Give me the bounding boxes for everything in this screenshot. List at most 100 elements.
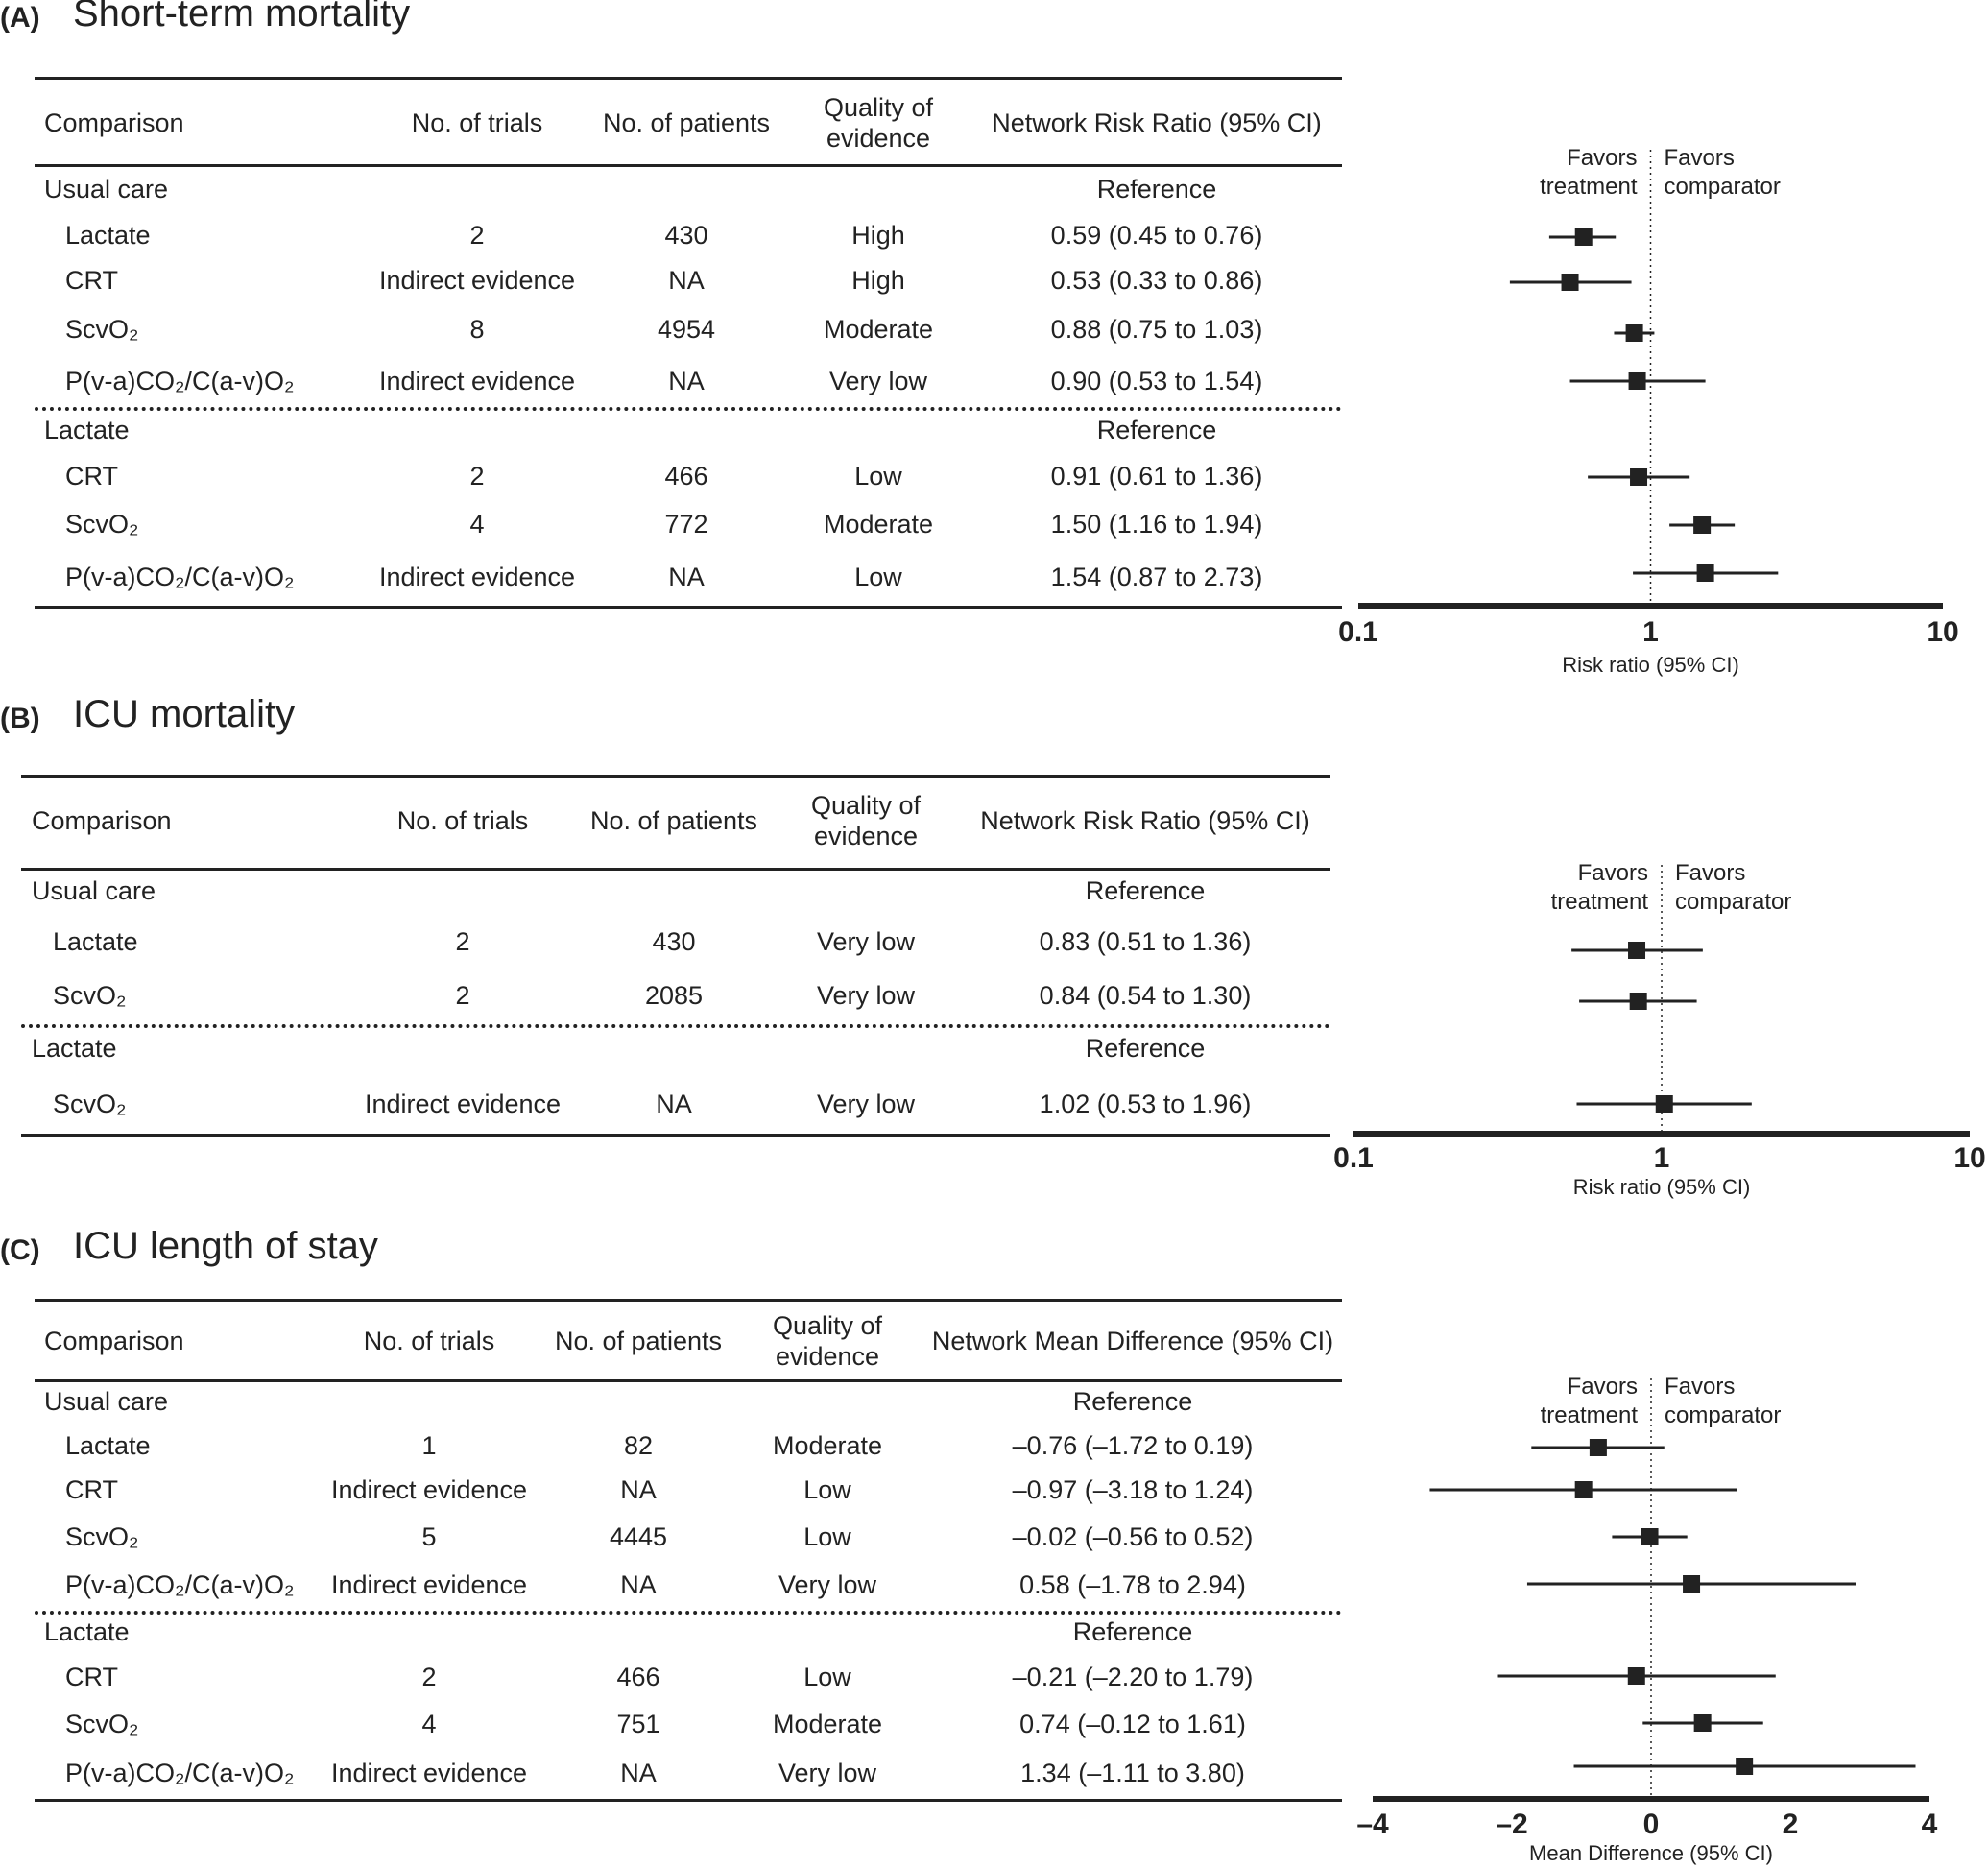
reference-group-label: Usual care bbox=[32, 876, 156, 905]
comparison-name: P(v-a)CO₂/C(a-v)O₂ bbox=[65, 1759, 295, 1787]
point-estimate-marker bbox=[1625, 324, 1643, 342]
quality-of-evidence: Very low bbox=[778, 1759, 877, 1787]
quality-of-evidence: High bbox=[851, 221, 905, 250]
patients-count: NA bbox=[656, 1090, 692, 1118]
x-tick-label: 10 bbox=[1953, 1142, 1985, 1174]
patients-count: 2085 bbox=[644, 981, 704, 1010]
trials-count: Indirect evidence bbox=[330, 1570, 528, 1599]
point-estimate-marker bbox=[1736, 1758, 1754, 1775]
reference-text: Reference bbox=[1085, 876, 1206, 905]
comparison-name: CRT bbox=[65, 1475, 119, 1504]
patients-count: 430 bbox=[652, 927, 696, 956]
effect-estimate: 0.83 (0.51 to 1.36) bbox=[1039, 927, 1252, 956]
comparison-name: Lactate bbox=[53, 927, 138, 956]
effect-estimate: 0.74 (–0.12 to 1.61) bbox=[1019, 1710, 1246, 1738]
patients-count: NA bbox=[620, 1759, 657, 1787]
quality-of-evidence: Very low bbox=[816, 981, 916, 1010]
comparison-name: P(v-a)CO₂/C(a-v)O₂ bbox=[65, 367, 295, 395]
x-tick-label: 0 bbox=[1643, 1808, 1660, 1840]
reference-group-label: Usual care bbox=[44, 1387, 169, 1416]
effect-estimate: 0.91 (0.61 to 1.36) bbox=[1050, 462, 1263, 491]
favors-treatment-label-line2: treatment bbox=[1551, 889, 1649, 915]
patients-count: 4954 bbox=[657, 315, 716, 344]
effect-estimate: 1.02 (0.53 to 1.96) bbox=[1039, 1090, 1252, 1118]
point-estimate-marker bbox=[1627, 1667, 1645, 1685]
comparison-name: Lactate bbox=[65, 221, 151, 250]
favors-comparator-label-line2: comparator bbox=[1665, 174, 1781, 200]
favors-treatment-label-line2: treatment bbox=[1540, 174, 1638, 200]
table-top-rule bbox=[21, 775, 1330, 778]
trials-count: 2 bbox=[469, 221, 485, 250]
trials-count: 5 bbox=[421, 1522, 437, 1551]
favors-treatment-label-line2: treatment bbox=[1541, 1402, 1639, 1428]
trials-count: Indirect evidence bbox=[378, 367, 576, 395]
comparison-name: ScvO₂ bbox=[65, 1522, 139, 1551]
panel-title: Short-term mortality bbox=[73, 0, 411, 35]
header-trials: No. of trials bbox=[411, 108, 543, 137]
favors-comparator-label-line1: Favors bbox=[1665, 145, 1735, 171]
point-estimate-marker bbox=[1696, 564, 1714, 582]
panel-letter: (A) bbox=[0, 2, 40, 34]
reference-group-label: Lactate bbox=[32, 1034, 117, 1063]
header-comparison: Comparison bbox=[44, 108, 184, 137]
trials-count: Indirect evidence bbox=[378, 266, 576, 295]
patients-count: 430 bbox=[664, 221, 708, 250]
reference-group-label: Lactate bbox=[44, 416, 130, 444]
table-header-rule bbox=[35, 1379, 1342, 1382]
trials-count: 2 bbox=[421, 1663, 437, 1691]
quality-of-evidence: Low bbox=[854, 462, 902, 491]
effect-estimate: 0.84 (0.54 to 1.30) bbox=[1039, 981, 1252, 1010]
quality-of-evidence: Low bbox=[803, 1475, 851, 1504]
x-tick-label: 10 bbox=[1927, 616, 1958, 648]
reference-text: Reference bbox=[1072, 1387, 1193, 1416]
header-quality-line1: Quality of bbox=[772, 1311, 883, 1340]
patients-count: 466 bbox=[616, 1663, 660, 1691]
table-header-rule bbox=[35, 164, 1342, 167]
quality-of-evidence: Low bbox=[803, 1522, 851, 1551]
comparison-name: P(v-a)CO₂/C(a-v)O₂ bbox=[65, 563, 295, 591]
trials-count: 8 bbox=[469, 315, 485, 344]
quality-of-evidence: Very low bbox=[828, 367, 928, 395]
group-separator bbox=[35, 407, 1342, 411]
group-separator bbox=[35, 1611, 1342, 1615]
header-patients: No. of patients bbox=[602, 108, 771, 137]
favors-treatment-label-line1: Favors bbox=[1567, 145, 1637, 171]
x-tick-label: 4 bbox=[1922, 1808, 1938, 1840]
patients-count: 772 bbox=[664, 510, 708, 539]
x-tick-label: 1 bbox=[1654, 1142, 1670, 1174]
point-estimate-marker bbox=[1641, 1528, 1659, 1545]
reference-text: Reference bbox=[1072, 1617, 1193, 1646]
patients-count: NA bbox=[668, 367, 705, 395]
header-effect: Network Risk Ratio (95% CI) bbox=[992, 108, 1322, 137]
quality-of-evidence: Very low bbox=[778, 1570, 877, 1599]
quality-of-evidence: Moderate bbox=[823, 510, 934, 539]
trials-count: 2 bbox=[455, 927, 470, 956]
favors-comparator-label-line1: Favors bbox=[1665, 1374, 1735, 1400]
comparison-name: CRT bbox=[65, 1663, 119, 1691]
comparison-name: ScvO₂ bbox=[53, 1090, 127, 1118]
patients-count: 82 bbox=[623, 1431, 654, 1460]
trials-count: 2 bbox=[455, 981, 470, 1010]
x-axis-label: Risk ratio (95% CI) bbox=[1573, 1175, 1751, 1199]
quality-of-evidence: Very low bbox=[816, 1090, 916, 1118]
patients-count: NA bbox=[668, 563, 705, 591]
reference-text: Reference bbox=[1085, 1034, 1206, 1063]
reference-group-label: Lactate bbox=[44, 1617, 130, 1646]
table-top-rule bbox=[35, 1299, 1342, 1302]
trials-count: Indirect evidence bbox=[330, 1759, 528, 1787]
quality-of-evidence: High bbox=[851, 266, 905, 295]
comparison-name: ScvO₂ bbox=[65, 315, 139, 344]
header-patients: No. of patients bbox=[589, 806, 758, 835]
trials-count: Indirect evidence bbox=[378, 563, 576, 591]
panel-title: ICU length of stay bbox=[73, 1225, 378, 1267]
favors-treatment-label-line1: Favors bbox=[1578, 860, 1648, 886]
effect-estimate: 1.50 (1.16 to 1.94) bbox=[1050, 510, 1263, 539]
patients-count: NA bbox=[620, 1475, 657, 1504]
trials-count: Indirect evidence bbox=[330, 1475, 528, 1504]
quality-of-evidence: Low bbox=[854, 563, 902, 591]
favors-comparator-label-line1: Favors bbox=[1675, 860, 1745, 886]
x-tick-label: –2 bbox=[1496, 1808, 1527, 1840]
table-bottom-rule bbox=[35, 606, 1342, 609]
x-axis-label: Risk ratio (95% CI) bbox=[1562, 653, 1739, 677]
